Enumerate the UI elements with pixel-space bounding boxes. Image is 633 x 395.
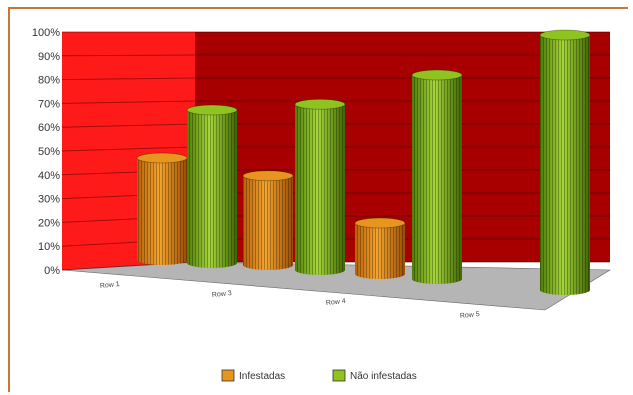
- cylinder-texture: [412, 75, 462, 284]
- legend-swatch: [221, 369, 235, 382]
- cylinder-texture: [540, 35, 590, 295]
- y-tick-label: 20%: [38, 217, 60, 229]
- cylinder-top: [411, 69, 463, 81]
- y-tick-label: 100%: [32, 27, 60, 39]
- cylinder-texture: [295, 104, 345, 275]
- bar-nao-infestadas: [411, 69, 463, 284]
- bar-infestadas: [354, 217, 406, 279]
- cylinder-top: [186, 104, 238, 116]
- gridline-left: [61, 54, 196, 57]
- cylinder-texture: [187, 110, 237, 268]
- y-tick-label: 80%: [38, 75, 60, 87]
- bar-infestadas: [242, 170, 294, 270]
- y-tick-label: 10%: [38, 241, 60, 253]
- chart-frame: [8, 7, 628, 392]
- cylinder-texture: [137, 158, 187, 265]
- y-tick-label: 70%: [38, 98, 60, 110]
- y-tick-label: 50%: [38, 146, 60, 158]
- bar-nao-infestadas: [294, 98, 346, 275]
- legend-label: Não infestadas: [350, 371, 417, 382]
- cylinder-top: [242, 170, 294, 182]
- gridline-left: [61, 123, 196, 128]
- y-axis: 0% 10% 20% 30% 40% 50% 60% 70% 80% 90% 100%: [32, 27, 60, 277]
- bar-nao-infestadas: [186, 104, 238, 268]
- chart-bars: [136, 29, 591, 295]
- x-tick-label: Row 5: [460, 311, 481, 320]
- y-tick-label: 0%: [44, 265, 60, 277]
- gridline-left: [61, 100, 196, 104]
- y-tick-label: 40%: [38, 170, 60, 182]
- gridline-left: [61, 146, 196, 152]
- y-tick-label: 30%: [38, 194, 60, 206]
- legend-label: Infestadas: [239, 371, 285, 382]
- cylinder-top: [136, 152, 188, 164]
- legend-swatch: [332, 369, 346, 382]
- cylinder-top: [354, 217, 406, 229]
- cylinder-top: [539, 29, 591, 41]
- cylinder-top: [294, 98, 346, 110]
- x-tick-label: Row 4: [326, 298, 347, 307]
- y-tick-label: 60%: [38, 122, 60, 134]
- cylinder-texture: [243, 175, 293, 270]
- x-tick-label: Row 3: [212, 290, 233, 299]
- x-tick-label: Row 1: [100, 281, 121, 290]
- legend: Infestadas Não infestadas: [221, 369, 417, 382]
- gridline-left: [61, 77, 196, 81]
- y-tick-label: 90%: [38, 51, 60, 63]
- x-axis: Row 1 Row 3 Row 4 Row 5: [100, 281, 481, 320]
- bar-nao-infestadas: [539, 29, 591, 295]
- bar-infestadas: [136, 152, 188, 265]
- cylinder-texture: [355, 223, 405, 279]
